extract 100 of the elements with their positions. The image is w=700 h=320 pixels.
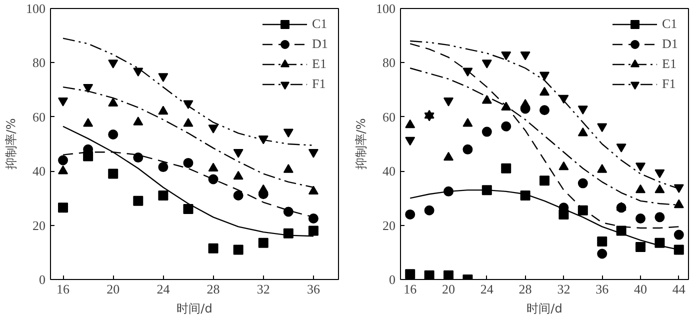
legend-label: E1 (662, 56, 678, 72)
point (158, 73, 168, 82)
x-tick-label: 32 (557, 282, 570, 296)
x-tick-label: 20 (106, 282, 120, 296)
point (133, 152, 144, 163)
point (636, 184, 646, 194)
y-tick-label: 0 (389, 272, 396, 287)
y-tick-label: 40 (32, 164, 46, 179)
point (158, 190, 168, 200)
point (597, 123, 608, 132)
x-tick-label: 16 (56, 282, 70, 296)
x-tick-label: 44 (672, 282, 686, 296)
point (540, 72, 550, 81)
point (183, 204, 194, 214)
legend-label: C1 (662, 16, 678, 32)
x-axis-title: 时间/d (526, 302, 562, 316)
y-tick-label: 20 (32, 218, 46, 233)
legend-label: F1 (662, 76, 677, 92)
point (424, 112, 434, 122)
y-tick-label: 80 (382, 55, 396, 70)
y-tick-label: 60 (32, 109, 46, 124)
y-tick-label: 100 (26, 1, 46, 16)
x-tick-label: 24 (156, 282, 170, 296)
point (283, 128, 294, 138)
point (308, 149, 318, 158)
point (654, 169, 665, 178)
legend-label: D1 (662, 36, 679, 52)
point (208, 124, 218, 134)
point (654, 184, 665, 194)
point (540, 176, 550, 186)
point (578, 106, 588, 114)
y-tick-label: 0 (39, 272, 46, 287)
x-tick-label: 24 (480, 282, 494, 296)
y-axis-title: 抑制率/% (4, 118, 18, 170)
point (501, 163, 512, 174)
point (208, 174, 218, 184)
point (283, 206, 294, 217)
legend-label: C1 (312, 16, 328, 32)
point (636, 242, 646, 252)
point (616, 144, 626, 152)
point (283, 164, 294, 173)
x-tick-label: 28 (206, 282, 220, 296)
y-tick-label: 20 (382, 218, 396, 233)
point (501, 121, 512, 132)
y-axis-title: 抑制率/% (354, 118, 368, 170)
point (308, 226, 318, 236)
x-tick-label: 36 (596, 282, 610, 296)
x-tick-label: 16 (404, 282, 418, 296)
point (578, 178, 588, 188)
x-tick-label: 28 (518, 282, 532, 296)
point (424, 205, 434, 216)
point (83, 84, 94, 93)
point (444, 270, 454, 280)
point (308, 186, 318, 195)
point (133, 68, 144, 77)
point (133, 196, 144, 206)
legend-label: E1 (312, 56, 328, 72)
point (597, 248, 608, 259)
point (405, 136, 416, 146)
point (636, 214, 646, 224)
point (258, 184, 268, 194)
point (674, 199, 684, 208)
point (58, 98, 68, 106)
point (424, 270, 434, 280)
x-tick-label: 40 (634, 282, 647, 296)
point (540, 105, 550, 116)
x-tick-label: 20 (442, 282, 455, 296)
point (482, 60, 492, 68)
point (482, 126, 492, 137)
point (405, 209, 416, 220)
point (108, 168, 118, 179)
point (674, 230, 684, 240)
point (520, 51, 530, 60)
point (444, 98, 454, 106)
point (208, 243, 218, 254)
y-tick-label: 100 (376, 1, 396, 16)
point (308, 214, 318, 224)
point (405, 269, 416, 280)
point (183, 158, 194, 168)
point (462, 144, 473, 154)
y-tick-label: 60 (382, 109, 396, 124)
point (233, 170, 244, 180)
point (654, 212, 665, 222)
point (462, 68, 473, 77)
point (674, 244, 684, 255)
legend-label: D1 (312, 36, 329, 52)
point (158, 162, 168, 172)
point (233, 190, 244, 200)
point (108, 130, 118, 140)
point (233, 149, 244, 158)
x-axis-title: 时间/d (176, 302, 212, 316)
point (233, 244, 244, 255)
point (501, 51, 512, 60)
y-tick-label: 40 (382, 164, 396, 179)
point (636, 162, 646, 172)
legend-label: F1 (312, 76, 327, 92)
point (108, 60, 118, 68)
y-tick-label: 80 (32, 55, 46, 70)
point (58, 202, 68, 213)
x-tick-label: 36 (306, 282, 320, 296)
